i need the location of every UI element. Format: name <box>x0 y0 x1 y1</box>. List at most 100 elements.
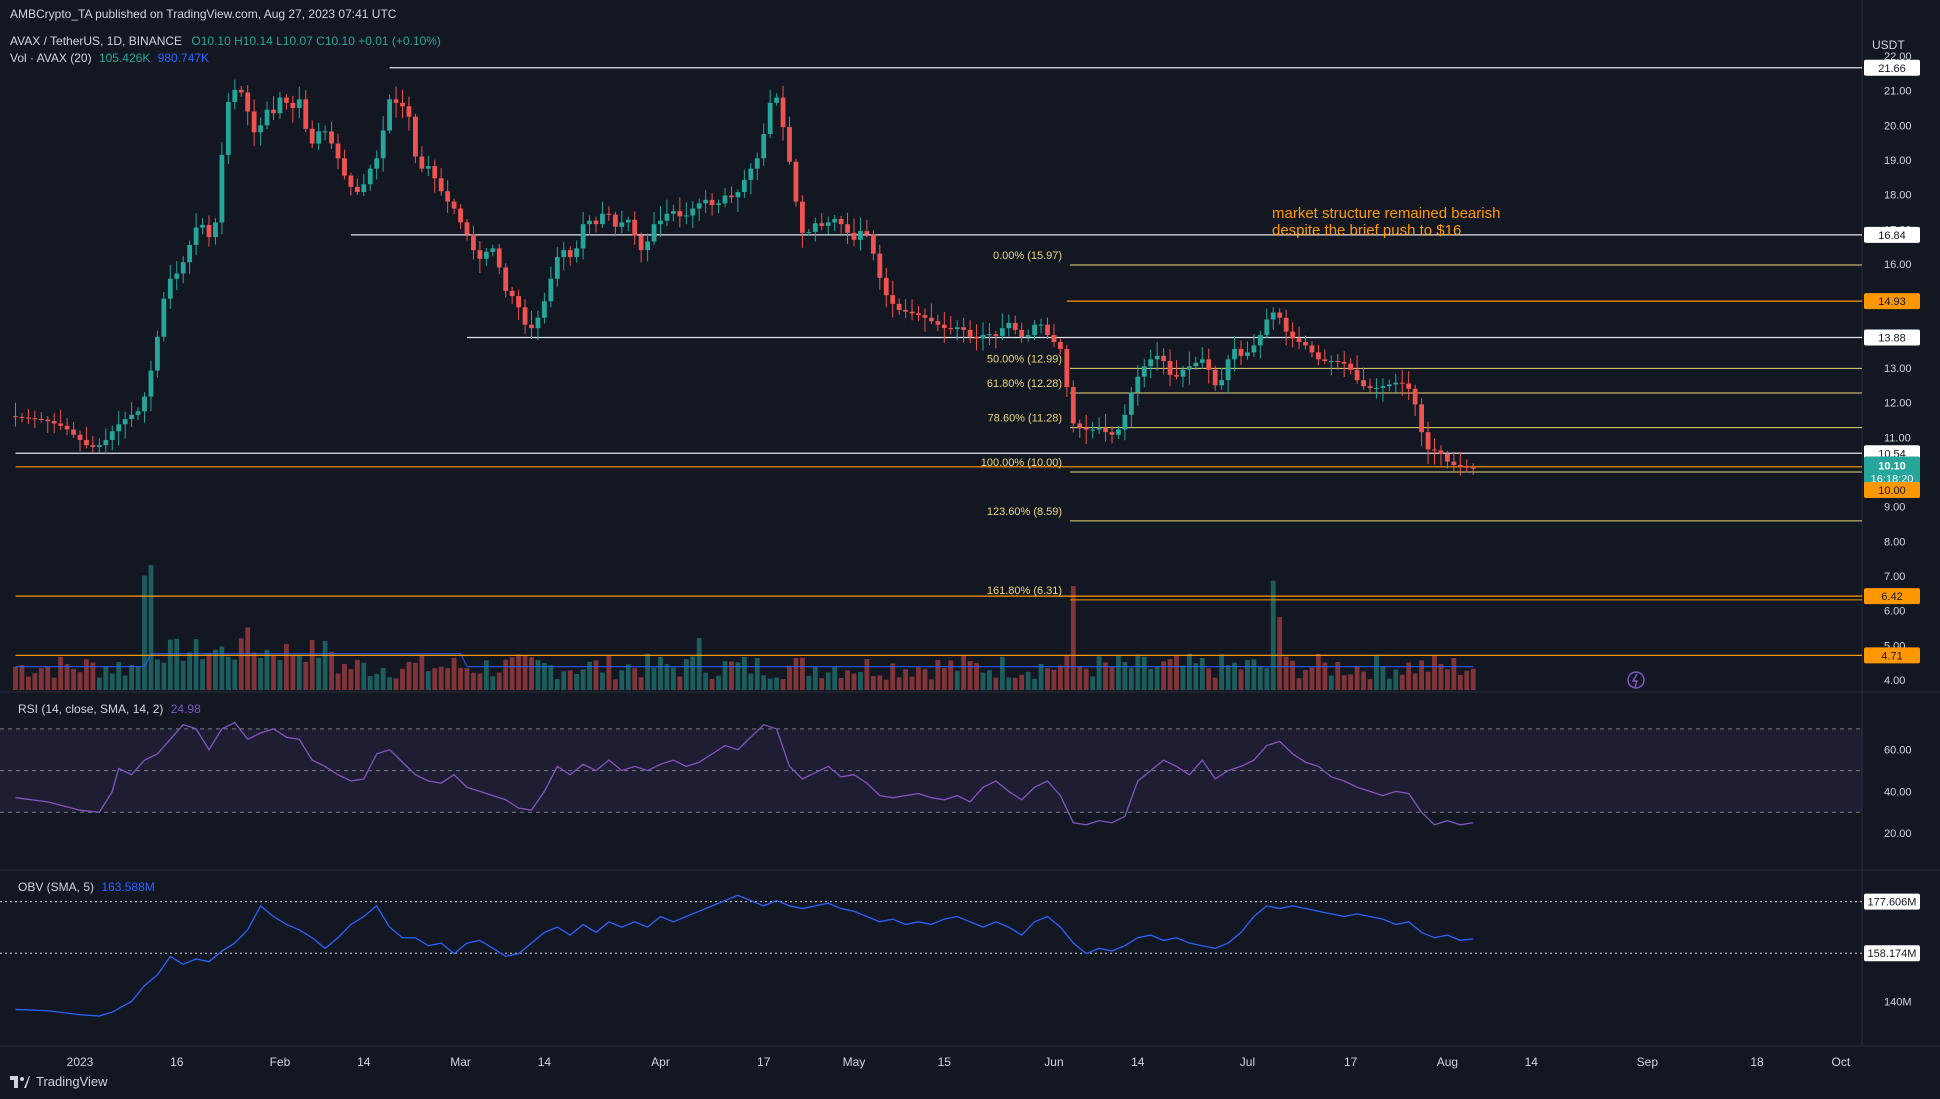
volume-bar <box>567 670 573 690</box>
volume-bar <box>464 668 470 690</box>
volume-bar <box>716 675 721 690</box>
candle-body <box>1122 414 1128 430</box>
candle-body <box>1245 352 1250 356</box>
volume-bar <box>922 668 928 690</box>
volume-bar <box>71 668 76 690</box>
volume-bar <box>496 672 502 690</box>
volume-bar <box>1199 658 1205 690</box>
volume-bar <box>1070 586 1076 690</box>
time-tick-label: Apr <box>651 1055 670 1069</box>
volume-bar <box>1464 670 1470 690</box>
price-tick-label: 20.00 <box>1884 120 1912 132</box>
candle-body <box>284 97 289 103</box>
volume-bar <box>290 654 296 690</box>
volume-bar <box>1148 668 1154 690</box>
obv-value: 163.588M <box>101 880 155 894</box>
volume-bar <box>1283 656 1289 690</box>
volume-bar <box>206 653 212 690</box>
volume-bar <box>1193 663 1199 690</box>
tradingview-logo[interactable]: TradingView <box>10 1074 108 1089</box>
volume-bar <box>1174 655 1179 690</box>
candle-body <box>1457 465 1463 467</box>
volume-bar <box>1161 661 1166 690</box>
volume-bar <box>451 657 457 690</box>
candle-body <box>477 250 483 259</box>
volume-bar <box>380 667 386 690</box>
volume-bar <box>354 659 360 690</box>
candle-body <box>696 203 702 209</box>
volume-bar <box>748 673 754 690</box>
volume-bar <box>1006 677 1012 690</box>
candle-body <box>1238 348 1244 356</box>
obv-level-tag: 158.174M <box>1868 948 1917 960</box>
candle-body <box>587 220 592 225</box>
volume-bar <box>516 654 521 690</box>
candle-body <box>232 89 238 102</box>
candle-body <box>400 102 405 107</box>
price-tick-label: 6.00 <box>1884 606 1905 618</box>
volume-bar <box>116 662 122 690</box>
fib-label: 161.80% (6.31) <box>987 585 1062 597</box>
time-tick-label: 17 <box>757 1055 771 1069</box>
price-tick-label: 4.00 <box>1884 675 1905 687</box>
candle-body <box>425 166 431 169</box>
time-tick-label: 16 <box>170 1055 184 1069</box>
candle-body <box>1277 312 1283 318</box>
volume-bar <box>580 669 586 690</box>
time-tick-label: 17 <box>1344 1055 1358 1069</box>
candle-body <box>703 199 709 204</box>
candle-body <box>941 324 947 329</box>
candle-body <box>606 213 612 215</box>
candle-body <box>277 97 283 114</box>
candle-body <box>342 158 347 176</box>
candle-body <box>1412 388 1418 405</box>
volume-bar <box>1206 668 1212 690</box>
volume-bar <box>961 655 967 690</box>
level-tag-16.84: 16.84 <box>1878 230 1906 242</box>
volume-bar <box>413 662 418 690</box>
candle-body <box>554 257 560 279</box>
currency-label[interactable]: USDT <box>1872 38 1905 52</box>
candle-body <box>1354 369 1360 381</box>
candle-body <box>77 434 83 440</box>
candle-body <box>1161 355 1166 362</box>
candle-body <box>1103 427 1108 433</box>
chart-annotation: market structure remained bearish despit… <box>1272 205 1500 239</box>
candle-body <box>19 416 25 418</box>
volume-bar <box>845 670 850 690</box>
candle-body <box>1264 319 1270 336</box>
rsi-tick-label: 20.00 <box>1884 828 1912 840</box>
candle-body <box>1090 429 1096 431</box>
volume-bar <box>683 658 689 690</box>
candle-body <box>13 416 18 418</box>
candle-body <box>735 192 741 198</box>
candle-body <box>858 231 863 240</box>
candle-body <box>1296 338 1302 342</box>
obv-tick-label: 140M <box>1884 996 1912 1008</box>
level-tag-21.66: 21.66 <box>1878 63 1906 75</box>
candle-body <box>1006 322 1012 329</box>
candle-body <box>561 250 567 258</box>
ohlc-values: O10.10 H10.14 L10.07 C10.10 +0.01 (+0.10… <box>191 34 441 48</box>
candle-body <box>954 327 960 329</box>
candle-body <box>96 445 102 447</box>
candle-body <box>709 199 715 206</box>
volume-bar <box>1406 662 1412 690</box>
candle-body <box>1077 423 1083 428</box>
price-tick-label: 18.00 <box>1884 190 1912 202</box>
volume-bar <box>219 646 225 690</box>
price-tick-label: 12.00 <box>1884 398 1912 410</box>
volume-bar <box>1270 580 1276 690</box>
volume-bar <box>1245 660 1250 690</box>
time-tick-label: Aug <box>1437 1055 1458 1069</box>
volume-bar <box>32 673 38 690</box>
rsi-tick-label: 40.00 <box>1884 786 1912 798</box>
volume-bar <box>200 659 205 690</box>
volume-bar <box>858 671 863 690</box>
volume-bar <box>148 565 154 690</box>
volume-bar <box>638 677 644 690</box>
candle-body <box>303 99 309 129</box>
volume-bar <box>367 676 373 690</box>
volume-bar <box>13 666 18 690</box>
